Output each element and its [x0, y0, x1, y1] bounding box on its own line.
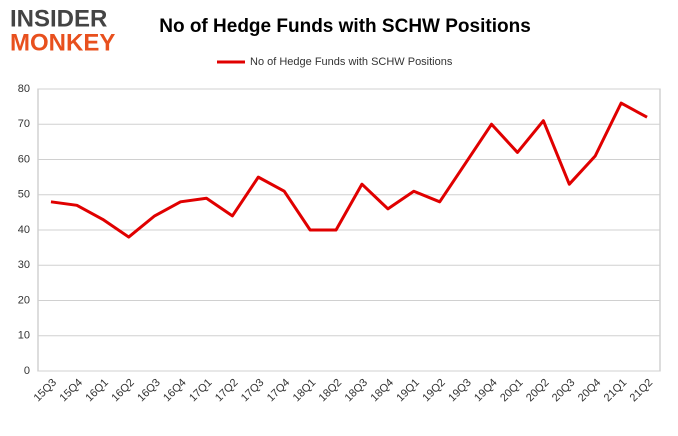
x-tick-label: 20Q1 — [498, 377, 526, 405]
x-tick-label: 19Q4 — [472, 377, 500, 405]
y-tick-label: 80 — [18, 83, 30, 95]
x-tick-label: 16Q2 — [109, 377, 137, 405]
x-tick-label: 16Q4 — [161, 377, 189, 405]
legend-label: No of Hedge Funds with SCHW Positions — [250, 56, 453, 68]
chart-title: No of Hedge Funds with SCHW Positions — [159, 16, 531, 37]
x-tick-label: 16Q1 — [83, 377, 111, 405]
x-tick-label: 20Q2 — [524, 377, 552, 405]
x-tick-label: 20Q4 — [576, 377, 604, 405]
logo-bottom: MONKEY — [10, 29, 115, 56]
x-tick-label: 21Q1 — [602, 377, 630, 405]
x-tick-label: 18Q1 — [291, 377, 319, 405]
x-tick-label: 17Q1 — [187, 377, 215, 405]
x-tick-label: 18Q4 — [369, 377, 397, 405]
x-tick-label: 17Q2 — [213, 377, 241, 405]
x-tick-label: 19Q3 — [446, 377, 474, 405]
y-tick-label: 70 — [18, 118, 30, 130]
data-line — [50, 101, 648, 239]
x-tick-label: 17Q3 — [239, 377, 267, 405]
y-tick-label: 10 — [18, 330, 30, 342]
x-tick-label: 19Q1 — [394, 377, 422, 405]
y-tick-label: 60 — [18, 153, 30, 165]
logo-top: INSIDER — [10, 5, 107, 32]
y-tick-label: 0 — [24, 365, 30, 377]
x-tick-label: 16Q3 — [135, 377, 163, 405]
x-tick-label: 17Q4 — [265, 377, 293, 405]
y-tick-label: 30 — [18, 259, 30, 271]
x-tick-label: 18Q2 — [317, 377, 345, 405]
x-tick-label: 15Q4 — [58, 377, 86, 405]
y-tick-label: 50 — [18, 189, 30, 201]
y-tick-label: 20 — [18, 294, 30, 306]
x-tick-label: 21Q2 — [628, 377, 656, 405]
y-tick-label: 40 — [18, 224, 30, 236]
x-tick-label: 19Q2 — [420, 377, 448, 405]
x-tick-label: 18Q3 — [343, 377, 371, 405]
x-tick-label: 15Q3 — [32, 377, 60, 405]
x-tick-label: 20Q3 — [550, 377, 578, 405]
